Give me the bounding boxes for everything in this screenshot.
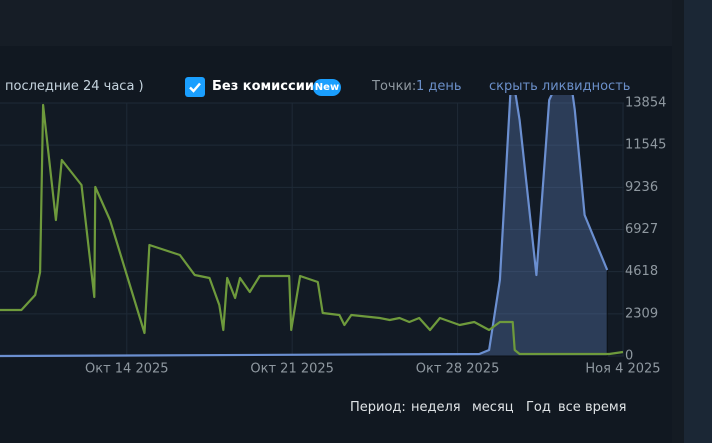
x-tick-label: Ноя 4 2025 [585,362,660,377]
y-tick-label: 6927 [625,222,658,237]
period-option[interactable]: неделя [411,400,461,415]
x-tick-label: Окт 28 2025 [416,362,500,377]
x-tick-label: Окт 14 2025 [85,362,169,377]
y-tick-label: 4618 [625,264,658,279]
top-band [0,0,672,46]
plot-layer [0,95,624,358]
no-fee-checkbox[interactable] [185,77,205,97]
no-fee-label[interactable]: Без комиссии [212,79,314,94]
range-note: последние 24 часа ) [5,79,144,94]
new-badge: New [313,79,341,96]
y-tick-label: 0 [625,349,633,364]
series-line [0,103,624,356]
y-tick-label: 2309 [625,306,658,321]
period-option[interactable]: Год [526,400,551,415]
x-tick-label: Окт 21 2025 [250,362,334,377]
points-label: Точки: [372,79,417,94]
y-tick-label: 9236 [625,180,658,195]
period-option[interactable]: все время [558,400,627,415]
period-label: Период: [350,400,406,415]
chart: 0 2309 4618 6927 9236 11545 13854 Окт 14 2025 Ок… [0,95,666,377]
y-tick-label: 13854 [625,96,666,111]
hide-liquidity[interactable]: скрыть ликвидность [489,79,631,94]
side-panel [684,0,712,443]
y-tick-label: 11545 [625,138,666,153]
series-line [0,95,609,358]
check-mark [189,82,201,93]
points-value[interactable]: 1 день [416,79,462,94]
period-option[interactable]: месяц [472,400,514,415]
